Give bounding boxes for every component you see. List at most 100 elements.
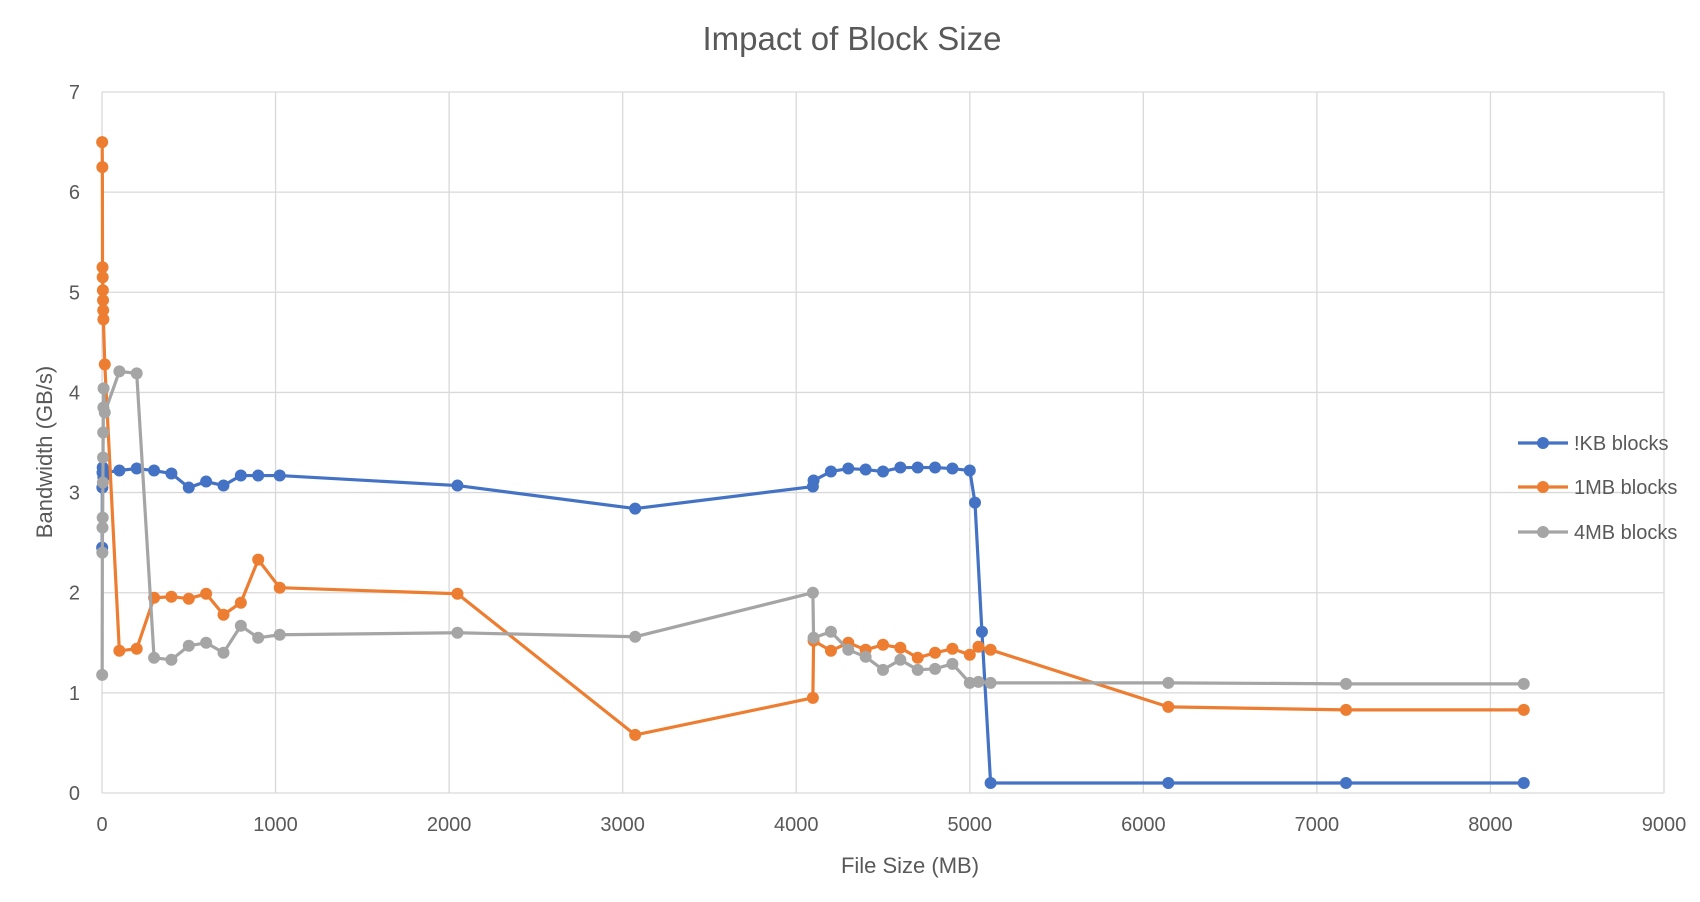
data-point xyxy=(451,479,464,492)
data-point xyxy=(929,646,942,659)
x-axis-title: File Size (MB) xyxy=(841,853,979,878)
y-tick-label: 0 xyxy=(69,783,80,805)
y-tick-label: 4 xyxy=(69,382,80,404)
data-point xyxy=(1162,676,1175,689)
data-point xyxy=(946,657,959,670)
data-point xyxy=(96,511,109,524)
data-point xyxy=(113,464,126,477)
data-point xyxy=(96,161,109,174)
y-tick-label: 2 xyxy=(69,583,80,605)
x-tick-label: 1000 xyxy=(253,814,298,836)
data-point xyxy=(1162,776,1175,789)
series-1 xyxy=(96,461,1530,789)
data-point xyxy=(97,294,110,307)
gridlines xyxy=(101,91,1665,794)
data-point xyxy=(824,465,837,478)
data-point xyxy=(984,776,997,789)
y-tick-label: 7 xyxy=(69,82,80,104)
x-tick-label: 2000 xyxy=(427,814,472,836)
y-tick-label: 5 xyxy=(69,282,80,304)
data-point xyxy=(629,630,642,643)
series-3 xyxy=(96,365,1530,690)
data-point xyxy=(824,644,837,657)
legend[interactable]: !KB blocks 1MB blocks 4MB blocks xyxy=(1518,433,1677,544)
data-point xyxy=(273,469,286,482)
y-tick-labels: 0 1 2 3 4 5 6 7 xyxy=(69,82,80,805)
data-point xyxy=(182,592,195,605)
data-point xyxy=(200,636,213,649)
legend-entry[interactable]: 4MB blocks xyxy=(1518,522,1677,544)
data-point xyxy=(182,481,195,494)
data-point xyxy=(96,521,109,534)
data-point xyxy=(200,587,213,600)
data-point xyxy=(96,546,109,559)
data-point xyxy=(1162,700,1175,713)
legend-entry[interactable]: !KB blocks xyxy=(1518,433,1668,455)
data-point xyxy=(984,676,997,689)
data-point xyxy=(96,668,109,681)
data-point xyxy=(806,691,819,704)
data-point xyxy=(252,553,265,566)
data-point xyxy=(859,650,872,663)
x-tick-label: 5000 xyxy=(948,814,993,836)
data-point xyxy=(963,464,976,477)
data-point xyxy=(273,628,286,641)
data-point xyxy=(824,625,837,638)
data-point xyxy=(842,643,855,656)
data-point xyxy=(148,651,161,664)
data-point xyxy=(182,639,195,652)
data-point xyxy=(217,646,230,659)
legend-marker xyxy=(1537,526,1549,538)
data-point xyxy=(217,479,230,492)
data-point xyxy=(629,728,642,741)
data-point xyxy=(807,631,820,644)
data-point xyxy=(97,451,110,464)
data-point xyxy=(946,462,959,475)
legend-entry[interactable]: 1MB blocks xyxy=(1518,477,1677,499)
data-point xyxy=(911,461,924,474)
data-point xyxy=(911,663,924,676)
data-point xyxy=(96,261,109,274)
y-tick-label: 3 xyxy=(69,483,80,505)
data-point xyxy=(451,587,464,600)
data-point xyxy=(96,284,109,297)
data-point xyxy=(911,651,924,664)
data-point xyxy=(98,406,111,419)
data-point xyxy=(946,642,959,655)
y-axis-title: Bandwidth (GB/s) xyxy=(32,366,57,538)
legend-label: !KB blocks xyxy=(1574,433,1668,455)
data-point xyxy=(968,496,981,509)
x-tick-label: 8000 xyxy=(1468,814,1513,836)
data-point xyxy=(234,619,247,632)
data-point xyxy=(113,644,126,657)
data-point xyxy=(234,469,247,482)
data-point xyxy=(972,640,985,653)
data-point xyxy=(130,367,143,380)
x-tick-label: 3000 xyxy=(600,814,645,836)
data-point xyxy=(165,653,178,666)
data-point xyxy=(894,653,907,666)
data-point xyxy=(984,643,997,656)
data-point xyxy=(963,648,976,661)
data-point xyxy=(629,502,642,515)
data-point xyxy=(877,638,889,651)
data-point xyxy=(451,626,464,639)
data-point xyxy=(859,463,872,476)
series-layer xyxy=(96,136,1530,789)
data-point xyxy=(97,313,110,326)
x-tick-label: 0 xyxy=(96,814,107,836)
data-point xyxy=(894,641,907,654)
data-point xyxy=(1340,677,1353,690)
data-point xyxy=(98,358,111,371)
data-point xyxy=(130,462,143,475)
data-point xyxy=(1340,776,1353,789)
data-point xyxy=(1517,703,1530,716)
x-tick-label: 4000 xyxy=(774,814,819,836)
legend-label: 4MB blocks xyxy=(1574,522,1677,544)
data-point xyxy=(97,304,110,317)
chart-title: Impact of Block Size xyxy=(703,20,1002,57)
data-point xyxy=(842,462,855,475)
data-point xyxy=(1517,677,1530,690)
